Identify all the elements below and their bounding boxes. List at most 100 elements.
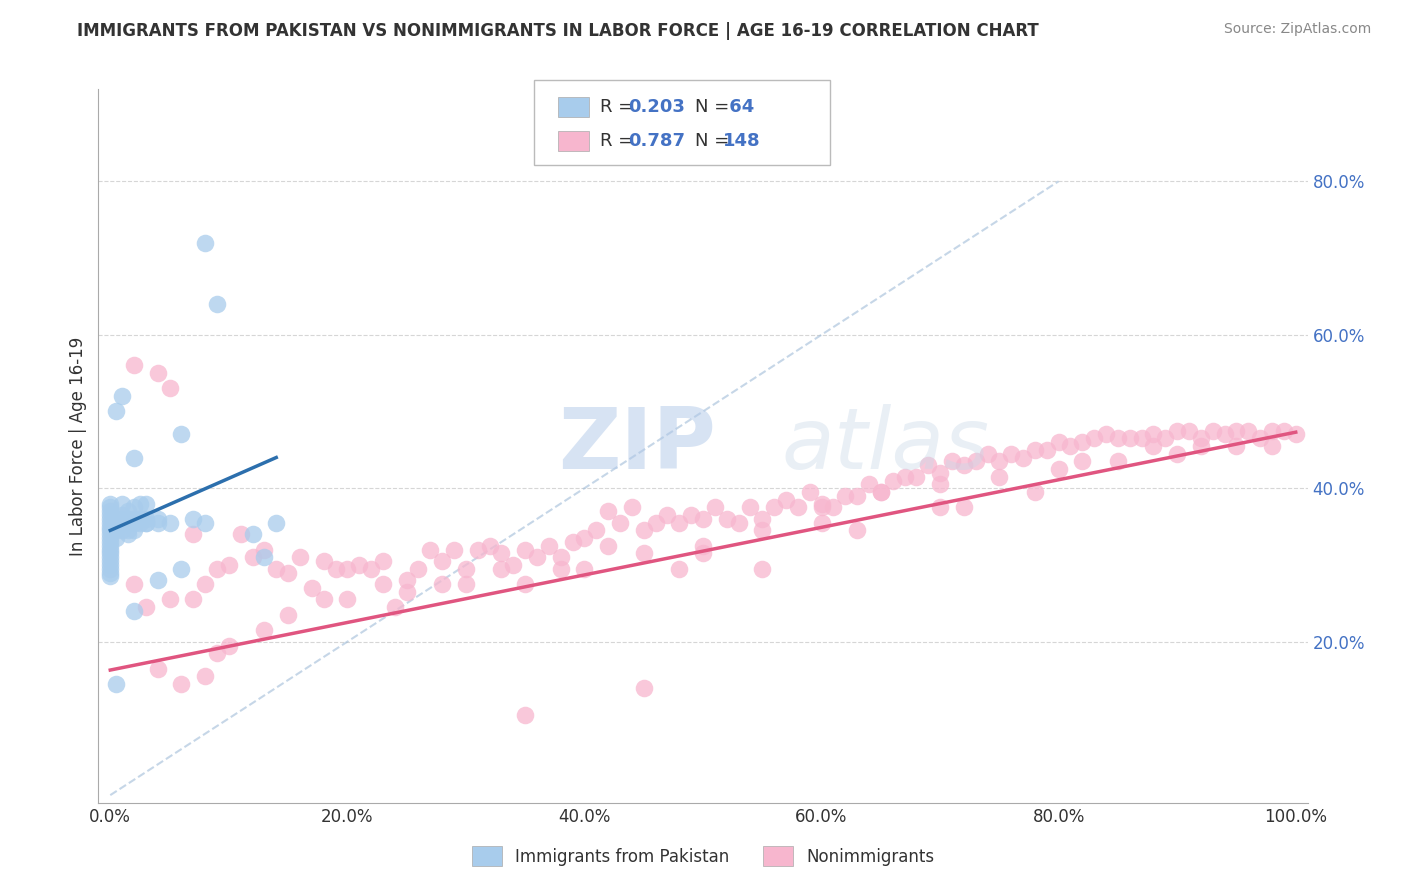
Point [763,500,786,515]
Point [264,516,287,530]
Point [526,550,548,565]
Point [929,500,952,515]
Point [1213,427,1236,442]
Point [105,512,128,526]
Point [159,592,181,607]
Point [98,566,121,580]
Point [1000,447,1022,461]
Point [751,524,773,538]
Point [98,497,121,511]
Point [846,524,869,538]
Point [111,524,134,538]
Point [205,297,228,311]
Point [1036,442,1059,457]
Point [692,512,714,526]
Point [218,558,240,572]
Point [976,447,998,461]
Point [1261,439,1284,453]
Text: 148: 148 [723,132,761,150]
Point [478,539,501,553]
Point [194,516,217,530]
Point [360,562,382,576]
Point [988,469,1011,483]
Point [869,485,891,500]
Point [181,592,204,607]
Point [823,500,845,515]
Point [869,485,891,500]
Point [929,466,952,480]
Point [692,546,714,560]
Point [810,516,832,530]
Text: 0.203: 0.203 [628,98,685,116]
Point [122,500,145,515]
Text: 64: 64 [723,98,754,116]
Point [550,562,572,576]
Point [1202,424,1225,438]
Point [810,497,832,511]
Point [1166,424,1188,438]
Point [574,562,596,576]
Point [751,512,773,526]
Point [1107,431,1129,445]
Point [408,562,430,576]
Point [633,681,655,695]
Point [253,550,276,565]
Point [395,574,418,588]
Point [105,524,128,538]
Point [1189,431,1212,445]
Point [98,519,121,533]
Point [98,527,121,541]
Point [941,454,963,468]
Point [146,661,169,675]
Point [371,577,394,591]
Point [432,577,454,591]
Point [117,512,139,526]
Point [181,527,204,541]
Point [668,562,690,576]
Point [620,500,643,515]
Point [515,577,537,591]
Point [98,500,121,515]
Point [159,381,181,395]
Point [1249,431,1271,445]
Point [159,516,181,530]
Point [194,235,217,250]
Point [264,562,287,576]
Point [146,574,169,588]
Point [1047,462,1070,476]
Point [1142,439,1164,453]
Point [135,600,157,615]
Point [288,550,311,565]
Point [98,524,121,538]
Point [98,512,121,526]
Point [312,592,335,607]
Point [395,584,418,599]
Point [135,516,157,530]
Text: N =: N = [695,132,734,150]
Point [135,512,157,526]
Point [515,707,537,722]
Legend: Immigrants from Pakistan, Nonimmigrants: Immigrants from Pakistan, Nonimmigrants [465,839,941,873]
Point [1047,435,1070,450]
Point [347,558,370,572]
Point [491,546,513,560]
Point [98,569,121,583]
Point [98,554,121,568]
Point [1142,427,1164,442]
Point [716,512,738,526]
Point [740,500,762,515]
Point [988,454,1011,468]
Point [454,562,477,576]
Point [111,497,134,511]
Point [277,566,299,580]
Point [98,535,121,549]
Point [384,600,406,615]
Point [727,516,749,530]
Point [1154,431,1177,445]
Point [893,469,915,483]
Text: atlas: atlas [782,404,990,488]
Point [952,500,974,515]
Point [194,669,217,683]
Point [98,546,121,560]
Point [146,366,169,380]
